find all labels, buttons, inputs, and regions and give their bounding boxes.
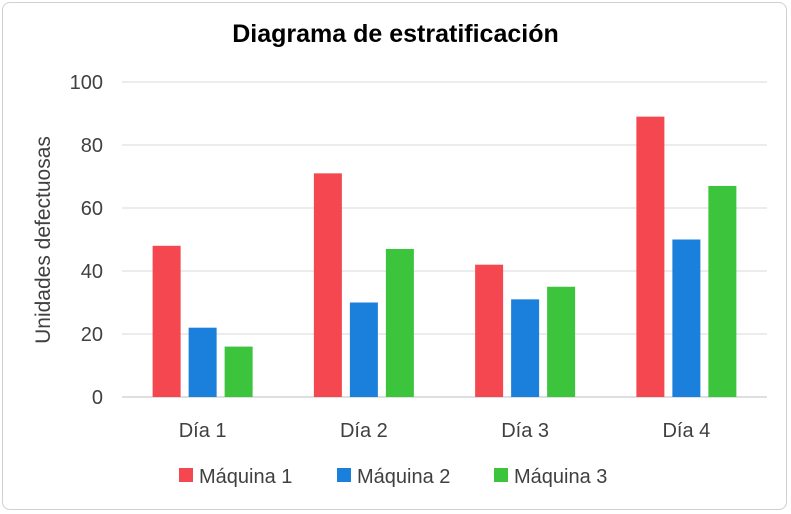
x-tick-label: Día 2 — [340, 420, 388, 442]
legend-swatch — [179, 468, 193, 482]
y-tick-label: 80 — [81, 135, 103, 157]
x-tick-label: Día 3 — [501, 420, 549, 442]
x-tick-label: Día 4 — [662, 420, 710, 442]
y-tick-label: 60 — [81, 198, 103, 220]
chart-title: Diagrama de estratificación — [232, 20, 559, 48]
legend-swatch — [337, 468, 351, 482]
legend-label: Máquina 1 — [199, 466, 292, 488]
bar-m-quina-1-3 — [475, 264, 504, 397]
bar-m-quina-1-4 — [636, 116, 665, 398]
bar-m-quina-3-3 — [547, 286, 576, 397]
bar-m-quina-2-1 — [188, 327, 217, 397]
bar-m-quina-2-4 — [672, 239, 701, 397]
y-tick-label: 20 — [81, 324, 103, 346]
y-axis-label: Unidades defectuosas — [32, 136, 55, 344]
bar-m-quina-3-4 — [708, 185, 737, 397]
bar-m-quina-1-1 — [152, 245, 181, 397]
bar-m-quina-2-2 — [349, 302, 378, 397]
legend-label: Máquina 2 — [357, 466, 450, 488]
y-tick-label: 100 — [70, 72, 103, 94]
bar-m-quina-3-1 — [224, 346, 253, 397]
y-axis-ticks: 0 20 40 60 80 100 — [70, 72, 103, 409]
y-tick-label: 0 — [92, 387, 103, 409]
y-tick-label: 40 — [81, 261, 103, 283]
legend-swatch — [494, 468, 508, 482]
x-axis-ticks: Día 1 Día 2 Día 3 Día 4 — [179, 420, 711, 442]
gridlines — [122, 81, 767, 398]
legend-label: Máquina 3 — [514, 466, 607, 488]
bar-m-quina-2-3 — [511, 299, 540, 397]
bar-m-quina-1-2 — [313, 173, 342, 397]
bar-m-quina-3-2 — [385, 248, 414, 397]
legend: Máquina 1 Máquina 2 Máquina 3 — [179, 466, 607, 488]
x-tick-label: Día 1 — [179, 420, 227, 442]
bars — [152, 116, 737, 398]
